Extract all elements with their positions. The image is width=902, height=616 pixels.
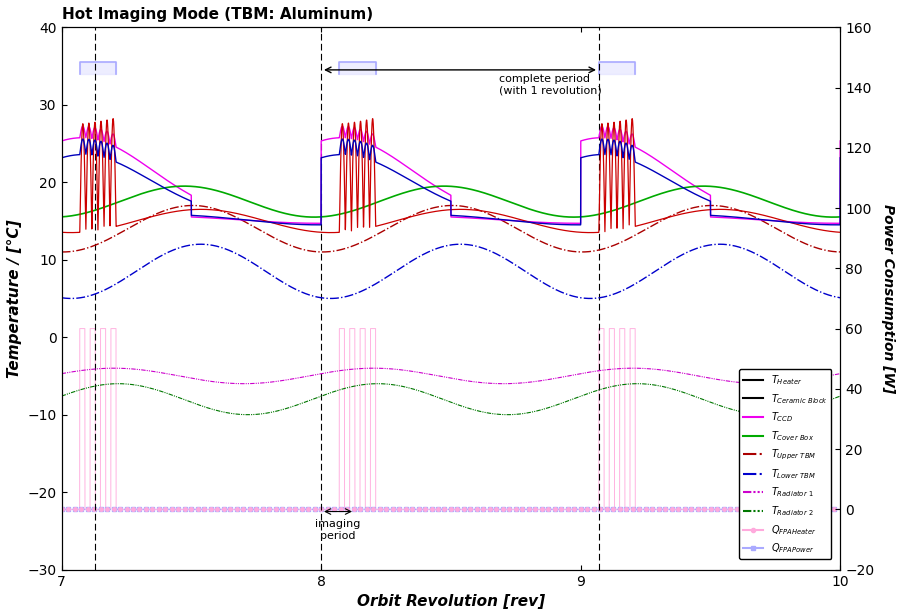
Y-axis label: Temperature / [°C]: Temperature / [°C] [7,219,22,378]
Legend: $T_{Heater}$, $T_{Ceramic\ Block}$, $T_{CCD}$, $T_{Cover\ Box}$, $T_{Upper\ TBM}: $T_{Heater}$, $T_{Ceramic\ Block}$, $T_{… [740,369,832,559]
Text: Hot Imaging Mode (TBM: Aluminum): Hot Imaging Mode (TBM: Aluminum) [61,7,373,22]
X-axis label: Orbit Revolution [rev]: Orbit Revolution [rev] [357,594,545,609]
Y-axis label: Power Consumption [W]: Power Consumption [W] [881,204,895,393]
Text: complete period
(with 1 revolution): complete period (with 1 revolution) [499,74,602,95]
Text: imaging
period: imaging period [316,519,361,541]
